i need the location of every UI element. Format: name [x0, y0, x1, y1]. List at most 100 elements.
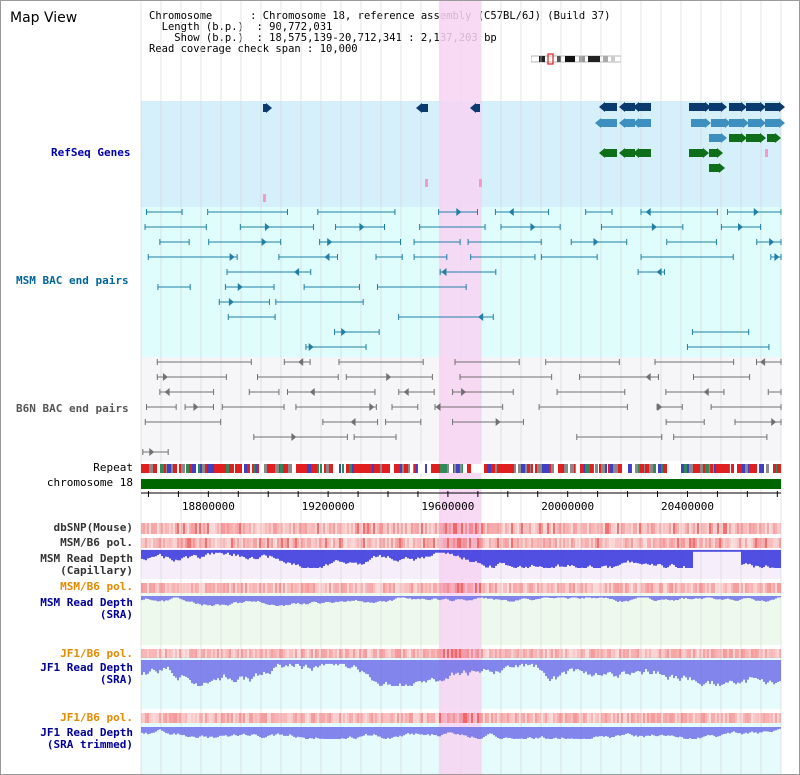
msm-capillary-depth-bar [427, 550, 429, 557]
msm-b6-polymorphism [635, 538, 637, 548]
jf1-trimmed-depth-bar [151, 727, 153, 733]
jf1-b6-polymorphism-2 [675, 713, 677, 723]
jf1-sra-depth-bar [383, 660, 385, 685]
jf1-b6-polymorphism [473, 649, 475, 658]
jf1-trimmed-depth-bar [245, 727, 247, 735]
jf1-b6-polymorphism-2 [677, 713, 679, 723]
msm-bac-pair [570, 239, 628, 245]
msm-sra-depth-bar [743, 596, 745, 599]
highlight-region [438, 1, 481, 774]
msm-b6-polymorphism [597, 538, 599, 548]
jf1-b6-polymorphism-2 [427, 713, 429, 723]
refseq-gene [709, 102, 727, 112]
jf1-b6-polymorphism [221, 649, 223, 658]
msm-sra-depth-bar [741, 596, 743, 600]
jf1-b6-polymorphism-2 [567, 713, 569, 723]
msm-capillary-depth-bar [171, 550, 173, 561]
dbsnp-density [663, 523, 665, 534]
jf1-b6-polymorphism-2 [539, 713, 541, 723]
jf1-sra-depth-bar [319, 660, 321, 666]
repeat-segment [315, 464, 317, 473]
msm-b6-polymorphism [341, 538, 343, 548]
msm-b6-polymorphism [609, 538, 611, 548]
msm-b6-polymorphism-sra [377, 583, 379, 593]
jf1-b6-polymorphism-2 [391, 713, 393, 723]
repeat-segment [205, 464, 207, 473]
dbsnp-density [769, 523, 771, 534]
msm-b6-polymorphism [283, 538, 285, 548]
msm-sra-depth-bar [355, 596, 357, 600]
jf1-b6-polymorphism [433, 649, 435, 658]
chromosome-ideogram[interactable] [531, 53, 621, 65]
msm-sra-depth-bar [419, 596, 421, 600]
gene-arrow [633, 102, 639, 112]
repeat-segment [618, 464, 622, 473]
msm-sra-depth-bar [479, 596, 481, 598]
msm-b6-polymorphism [449, 538, 451, 548]
dbsnp-density [225, 523, 227, 534]
msm-b6-polymorphism [651, 538, 653, 548]
dbsnp-density [223, 523, 225, 534]
jf1-sra-depth-bar [251, 660, 253, 679]
msm-capillary-depth-bar [659, 550, 661, 564]
repeat-segment [207, 464, 210, 473]
jf1-trimmed-depth-bar [449, 727, 451, 733]
repeat-segment [242, 464, 243, 473]
jf1-b6-polymorphism [555, 649, 557, 658]
jf1-b6-polymorphism-2 [439, 713, 441, 723]
jf1-trimmed-depth-bar [495, 727, 497, 737]
repeat-segment [709, 464, 710, 473]
jf1-trimmed-depth-bar [469, 727, 471, 738]
jf1-sra-depth-bar [675, 660, 677, 677]
msm-capillary-depth-bar [495, 550, 497, 566]
dbsnp-density [777, 523, 779, 534]
jf1-b6-polymorphism [175, 649, 177, 658]
repeat-segment [224, 464, 226, 473]
jf1-sra-depth-bar [725, 660, 727, 683]
jf1-b6-polymorphism-2 [405, 713, 407, 723]
jf1-b6-polymorphism-2 [203, 713, 205, 723]
dbsnp-density [281, 523, 283, 534]
jf1-b6-polymorphism-2 [147, 713, 149, 723]
msm-b6-polymorphism-sra [487, 583, 489, 593]
jf1-sra-depth-bar [507, 660, 509, 666]
msm-b6-polymorphism-sra [141, 583, 143, 593]
msm-b6-polymorphism [215, 538, 217, 548]
jf1-sra-depth-bar [643, 660, 645, 673]
msm-capillary-depth-bar [361, 550, 363, 565]
dbsnp-density [733, 523, 735, 534]
dbsnp-density [717, 523, 719, 534]
repeat-segment [414, 464, 416, 473]
jf1-b6-polymorphism-2 [537, 713, 539, 723]
jf1-trimmed-depth-bar [711, 727, 713, 735]
dbsnp-density [279, 523, 281, 534]
jf1-b6-polymorphism [777, 649, 779, 658]
gene-body [689, 149, 703, 157]
jf1-b6-polymorphism-2 [307, 713, 309, 723]
jf1-b6-polymorphism-2 [627, 713, 629, 723]
jf1-sra-depth-bar [589, 660, 591, 675]
msm-capillary-depth-bar [565, 550, 567, 567]
msm-b6-polymorphism [681, 538, 683, 548]
msm-sra-depth-bar [443, 596, 445, 600]
jf1-sra-depth-bar [185, 660, 187, 677]
jf1-trimmed-depth-bar [745, 727, 747, 733]
msm-sra-depth-bar [199, 596, 201, 605]
jf1-trimmed-depth-bar [199, 727, 201, 737]
repeat-segment [716, 464, 719, 473]
jf1-sra-depth-bar [731, 660, 733, 682]
jf1-sra-depth-bar [425, 660, 427, 683]
gene-body [709, 134, 721, 142]
jf1-sra-depth-bar [293, 660, 295, 667]
msm-b6-polymorphism [695, 538, 697, 548]
msm-capillary-depth-bar [733, 550, 735, 552]
dbsnp-density [275, 523, 277, 534]
jf1-sra-depth-bar [551, 660, 553, 679]
b6n-bac-pair [454, 359, 520, 365]
repeat-segment [371, 464, 372, 473]
jf1-trimmed-depth-bar [503, 727, 505, 738]
jf1-sra-depth-bar [371, 660, 373, 681]
repeat-segment [487, 464, 491, 473]
jf1-b6-polymorphism-2 [661, 713, 663, 723]
